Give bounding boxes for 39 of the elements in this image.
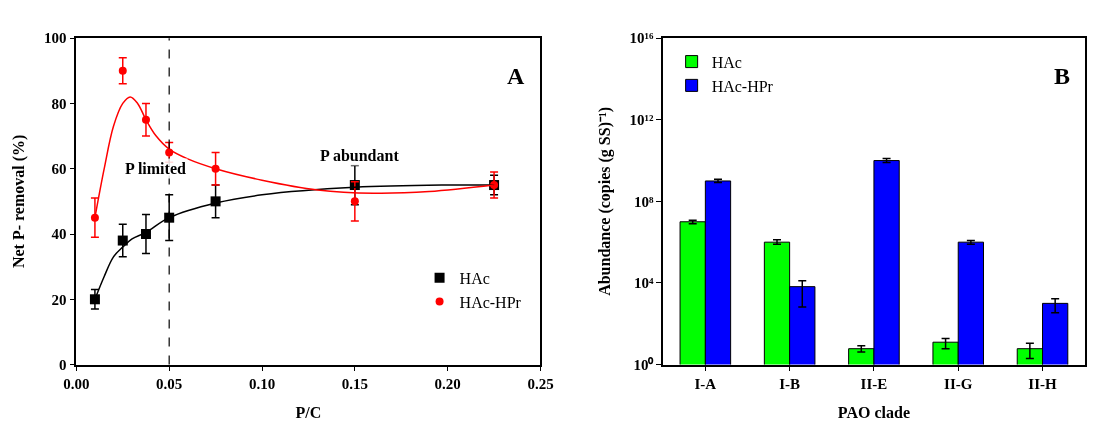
x-tick-label: I-B <box>779 376 801 393</box>
x-tick-label: II-H <box>1028 376 1058 393</box>
y-tick-label: 40 <box>51 226 67 243</box>
annotation: P limited <box>125 160 186 177</box>
text: B <box>1054 63 1071 89</box>
y-axis-title: Abundance (copies (g SS)⁻¹) <box>595 106 614 296</box>
x-axis-title: P/C <box>295 403 322 421</box>
y-tick-label: 10⁴ <box>633 275 654 292</box>
x-tick-label: 0.15 <box>341 376 368 393</box>
legend-label: HAc <box>711 53 742 71</box>
x-tick-label: II-G <box>944 376 973 393</box>
x-tick-label: 0.20 <box>434 376 461 393</box>
point <box>118 66 127 75</box>
point <box>90 213 99 222</box>
point <box>89 294 100 305</box>
x-tick-label: 0.10 <box>248 376 276 393</box>
y-tick-label: 100 <box>44 30 67 47</box>
y-tick-label: 60 <box>51 160 67 177</box>
annotation: P abundant <box>320 147 400 164</box>
x-tick-label: 0.05 <box>156 376 183 393</box>
legend-label: HAc <box>459 270 490 288</box>
x-tick-label: I-A <box>694 376 717 393</box>
point <box>350 197 359 206</box>
y-axis-title: Net P- removal (%) <box>10 134 29 269</box>
y-tick-label: 10¹² <box>629 112 654 129</box>
y-tick-label: 80 <box>51 95 67 112</box>
x-tick-label: 0.00 <box>63 376 90 393</box>
y-tick-label: 10⁸ <box>633 193 654 210</box>
legend-label: HAc-HPr <box>711 77 774 95</box>
y-tick-label: 0 <box>59 356 67 373</box>
y-tick-label: 20 <box>51 291 67 308</box>
x-tick-label: 0.25 <box>527 376 554 393</box>
y-tick-label: 10⁰ <box>633 355 655 373</box>
x-tick-label: II-E <box>860 376 888 393</box>
x-axis-title: PAO clade <box>837 403 910 421</box>
legend-label: HAc-HPr <box>459 293 522 311</box>
text: A <box>507 63 525 89</box>
point <box>117 235 128 246</box>
y-tick-label: 10¹⁶ <box>629 30 654 47</box>
